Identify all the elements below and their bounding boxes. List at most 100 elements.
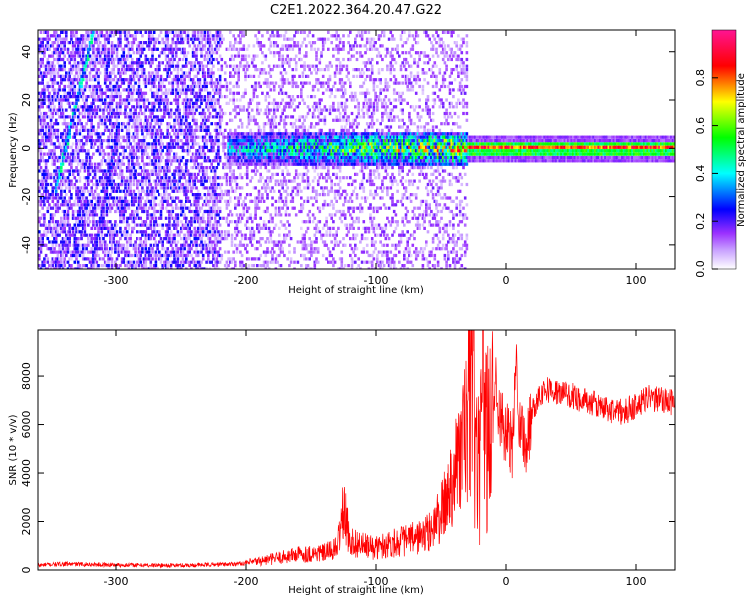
heatmap-cell — [54, 47, 58, 51]
heatmap-cell — [136, 237, 139, 241]
heatmap-cell — [124, 149, 127, 153]
heatmap-cell — [38, 203, 41, 207]
heatmap-cell — [201, 220, 205, 224]
heatmap-cell — [247, 264, 251, 268]
heatmap-cell — [163, 176, 166, 180]
heatmap-cell — [198, 169, 202, 173]
heatmap-cell — [110, 95, 114, 99]
heatmap-cell — [134, 30, 137, 34]
heatmap-cell — [119, 213, 122, 217]
heatmap-cell — [107, 37, 110, 41]
heatmap-cell — [164, 47, 168, 51]
heatmap-cell — [53, 176, 56, 180]
heatmap-cell — [95, 139, 99, 143]
heatmap-cell — [90, 250, 93, 254]
heatmap-cell — [151, 152, 154, 156]
heatmap-cell — [207, 176, 210, 180]
heatmap-cell — [227, 223, 230, 227]
heatmap-cell — [122, 216, 126, 220]
heatmap-cell — [43, 142, 46, 146]
heatmap-cell — [107, 250, 110, 254]
heatmap-cell — [190, 139, 193, 143]
heatmap-cell — [129, 172, 132, 176]
heatmap-cell — [39, 182, 43, 187]
heatmap-cell — [107, 61, 110, 65]
heatmap-cell — [98, 30, 102, 34]
heatmap-cell — [178, 199, 181, 203]
heatmap-cell — [97, 34, 100, 38]
heatmap-cell — [252, 145, 256, 149]
heatmap-cell — [83, 182, 87, 187]
heatmap-cell — [92, 250, 95, 254]
heatmap-cell — [103, 34, 107, 38]
heatmap-cell — [53, 237, 56, 241]
heatmap-cell — [171, 61, 175, 65]
heatmap-cell — [92, 213, 95, 217]
heatmap-cell — [183, 247, 186, 251]
heatmap-cell — [103, 71, 107, 75]
heatmap-cell — [240, 125, 244, 129]
heatmap-cell — [156, 189, 159, 193]
heatmap-cell — [80, 199, 83, 203]
heatmap-cell — [39, 61, 43, 65]
heatmap-cell — [125, 203, 129, 207]
heatmap-cell — [63, 237, 66, 241]
heatmap-cell — [38, 257, 41, 261]
heatmap-cell — [139, 179, 142, 183]
heatmap-cell — [207, 74, 210, 78]
heatmap-cell — [127, 182, 131, 187]
heatmap-cell — [73, 135, 77, 139]
heatmap-cell — [205, 105, 208, 109]
heatmap-cell — [122, 61, 126, 65]
heatmap-cell — [48, 108, 51, 112]
heatmap-cell — [218, 34, 222, 38]
heatmap-cell — [254, 81, 257, 85]
heatmap-cell — [61, 41, 65, 45]
heatmap-cell — [75, 152, 78, 156]
heatmap-cell — [181, 226, 185, 230]
heatmap-cell — [213, 267, 217, 269]
heatmap-cell — [54, 230, 58, 234]
heatmap-cell — [215, 98, 219, 102]
heatmap-cell — [174, 101, 178, 105]
heatmap-cell — [85, 108, 88, 112]
heatmap-cell — [43, 122, 46, 126]
heatmap-cell — [166, 159, 169, 163]
heatmap-cell — [63, 149, 66, 153]
heatmap-cell — [75, 95, 78, 99]
heatmap-cell — [58, 233, 61, 237]
heatmap-cell — [68, 240, 71, 244]
heatmap-cell — [134, 193, 137, 197]
heatmap-cell — [122, 57, 126, 62]
heatmap-cell — [173, 220, 176, 224]
heatmap-cell — [210, 226, 213, 230]
heatmap-cell — [183, 122, 186, 126]
heatmap-cell — [151, 233, 154, 237]
heatmap-cell — [60, 132, 63, 136]
heatmap-cell — [112, 108, 115, 112]
heatmap-cell — [75, 267, 78, 269]
heatmap-cell — [203, 95, 207, 99]
heatmap-cell — [58, 105, 61, 109]
heatmap-cell — [51, 34, 55, 38]
heatmap-cell — [125, 111, 129, 116]
heatmap-cell — [131, 196, 134, 200]
heatmap-cell — [220, 196, 224, 200]
heatmap-cell — [207, 203, 210, 207]
heatmap-cell — [87, 54, 90, 58]
heatmap-cell — [53, 51, 56, 55]
heatmap-cell — [63, 135, 66, 139]
heatmap-cell — [242, 142, 246, 146]
heatmap-cell — [203, 209, 207, 214]
heatmap-cell — [174, 108, 178, 112]
heatmap-cell — [119, 44, 122, 48]
heatmap-cell — [190, 267, 193, 269]
heatmap-cell — [80, 145, 83, 149]
heatmap-cell — [229, 176, 232, 180]
heatmap-cell — [53, 230, 56, 234]
heatmap-cell — [107, 128, 110, 132]
heatmap-cell — [164, 237, 168, 241]
heatmap-cell — [90, 118, 93, 122]
heatmap-cell — [58, 108, 61, 112]
heatmap-cell — [61, 78, 65, 82]
